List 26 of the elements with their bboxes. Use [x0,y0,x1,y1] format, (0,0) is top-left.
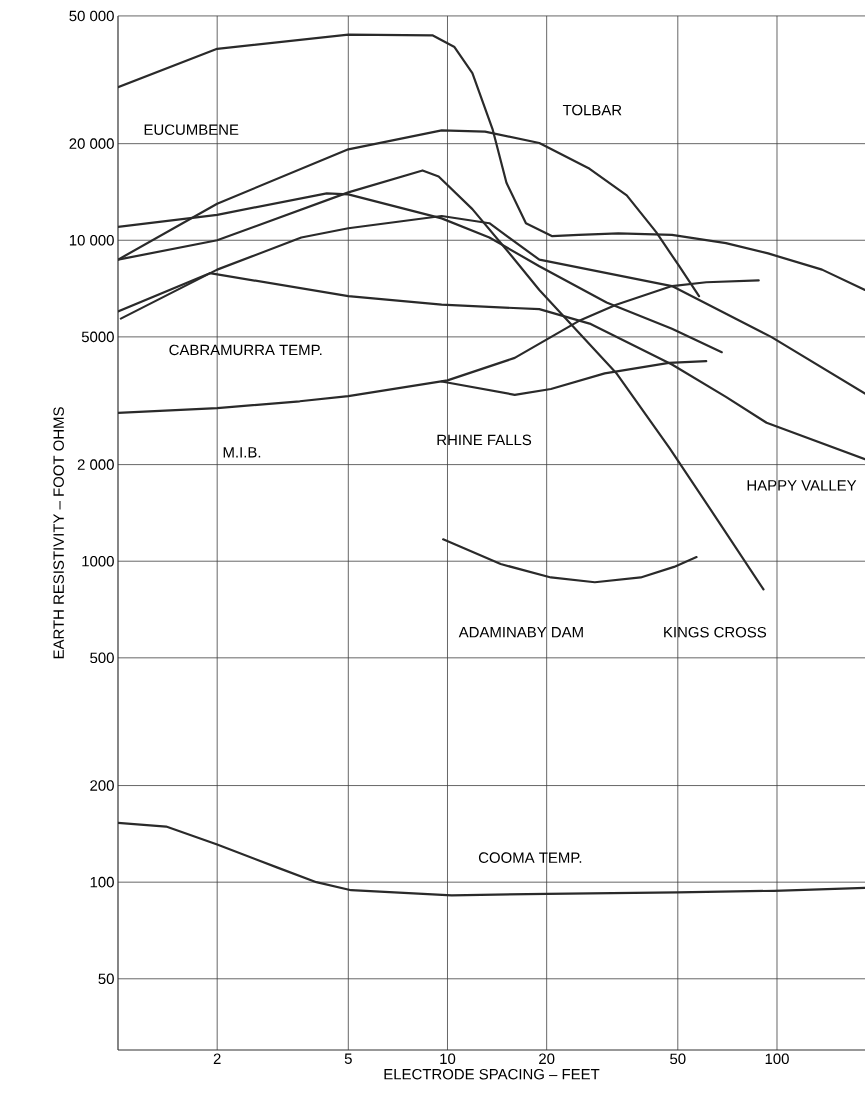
x-tick-label: 10 [440,1053,456,1065]
annotation: CABRAMURRA TEMP. [169,344,322,356]
annotation: EUCUMBENE [144,124,239,135]
y-tick-label: 5000 [82,331,115,343]
y-axis-title: EARTH RESISTIVITY – FOOT OHMS [53,407,65,659]
x-tick-label: 50 [670,1053,686,1065]
y-tick-label: 50 000 [69,10,115,22]
y-tick-label: 50 [98,973,115,985]
x-tick-label: 2 [213,1053,221,1064]
y-tick-label: 200 [90,780,115,791]
annotation: COOMA TEMP. [479,852,582,863]
y-tick-label: 100 [90,876,115,888]
y-tick-label: 1000 [82,555,115,567]
annotation: KINGS CROSS [664,626,767,638]
annotation: M.I.B. [223,447,261,458]
x-tick-label: 20 [539,1053,555,1065]
y-tick-label: 10 000 [70,234,115,246]
x-axis-title: ELECTRODE SPACING – FEET [384,1068,600,1080]
x-tick-label: 5 [344,1053,353,1064]
annotation: ADAMINABY DAM [458,627,584,638]
y-tick-label: 2 000 [78,459,115,470]
annotation: TOLBAR [563,104,622,116]
annotation: HAPPY VALLEY [747,480,857,491]
y-tick-label: 20 000 [69,138,115,149]
y-tick-label: 500 [90,652,115,664]
x-tick-label: 100 [765,1053,790,1065]
